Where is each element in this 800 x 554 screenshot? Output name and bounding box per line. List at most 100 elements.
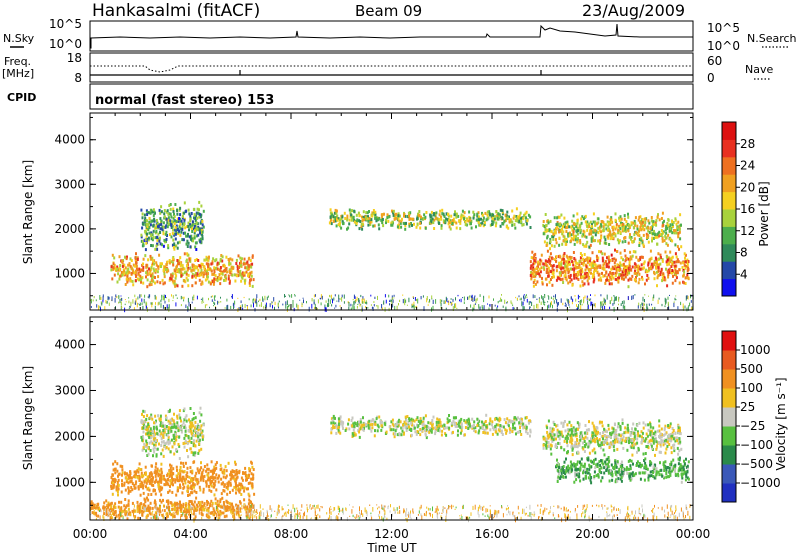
echo-cell	[189, 225, 192, 229]
echo-cell	[182, 470, 185, 474]
echo-cell	[431, 419, 434, 422]
echo-cell	[589, 229, 592, 233]
scatter-cell	[472, 307, 474, 312]
echo-cell	[573, 257, 576, 260]
scatter-cell	[128, 307, 130, 309]
echo-cell	[229, 490, 231, 494]
scatter-cell	[155, 296, 157, 300]
echo-cell	[651, 236, 654, 240]
echo-cell	[558, 236, 561, 240]
echo-cell	[179, 424, 182, 428]
scatter-cell	[148, 294, 150, 299]
echo-cell	[573, 276, 576, 280]
echo-cell	[676, 226, 679, 230]
echo-cell	[678, 225, 681, 229]
echo-cell	[201, 219, 204, 223]
echo-cell	[143, 442, 146, 446]
echo-cell	[622, 227, 625, 231]
echo-cell	[358, 227, 361, 231]
echo-cell	[677, 231, 680, 235]
scatter-cell	[325, 300, 327, 303]
echo-cell	[546, 228, 549, 232]
echo-cell	[566, 268, 569, 272]
echo-cell	[454, 423, 457, 427]
echo-cell	[499, 424, 502, 427]
echo-cell	[175, 425, 178, 429]
echo-cell	[160, 462, 163, 466]
scatter-cell	[529, 301, 531, 304]
echo-cell	[179, 427, 182, 431]
scatter-cell	[124, 303, 126, 306]
echo-cell	[332, 220, 335, 223]
echo-cell	[163, 209, 166, 212]
scatter-cell	[590, 298, 592, 300]
echo-cell	[642, 243, 645, 247]
echo-cell	[122, 259, 125, 262]
echo-cell	[190, 491, 193, 495]
scatter-cell	[571, 301, 573, 305]
echo-cell	[201, 437, 204, 441]
echo-cell	[225, 485, 228, 489]
echo-cell	[391, 209, 393, 213]
echo-cell	[635, 231, 638, 235]
echo-cell	[676, 228, 679, 232]
echo-cell	[557, 276, 559, 280]
echo-cell	[121, 465, 124, 469]
echo-cell	[207, 262, 210, 266]
echo-cell	[569, 276, 572, 280]
echo-cell	[353, 220, 356, 224]
echo-cell	[187, 253, 190, 257]
scatter-cell	[252, 299, 254, 304]
echo-cell	[620, 256, 623, 260]
scatter-cell	[577, 294, 579, 300]
echo-cell	[186, 466, 189, 470]
echo-cell	[192, 483, 195, 487]
echo-cell	[152, 447, 155, 451]
echo-cell	[684, 266, 687, 270]
echo-cell	[150, 237, 153, 241]
echo-cell	[515, 432, 517, 436]
scatter-cell	[483, 305, 485, 310]
echo-cell	[568, 262, 571, 266]
echo-cell	[110, 268, 113, 272]
echo-cell	[156, 427, 158, 431]
echo-cell	[520, 433, 523, 436]
echo-cell	[183, 218, 186, 222]
scatter-cell	[570, 296, 572, 300]
echo-cell	[189, 266, 192, 270]
echo-cell	[155, 472, 158, 476]
colorbar-swatch	[722, 156, 736, 175]
echo-cell	[359, 220, 362, 223]
echo-cell	[220, 477, 223, 481]
echo-cell	[201, 282, 204, 286]
scatter-cell	[668, 306, 670, 311]
echo-cell	[142, 243, 145, 247]
echo-cell	[514, 426, 516, 430]
echo-cell	[546, 249, 549, 253]
echo-cell	[134, 256, 137, 260]
echo-cell	[125, 472, 128, 476]
echo-cell	[510, 419, 513, 423]
echo-cell	[176, 416, 179, 420]
scatter-cell	[151, 302, 153, 305]
echo-cell	[204, 278, 207, 282]
echo-cell	[228, 268, 231, 272]
echo-cell	[148, 472, 151, 476]
scatter-cell	[288, 294, 290, 296]
echo-cell	[629, 255, 632, 259]
echo-cell	[218, 276, 221, 280]
echo-cell	[335, 224, 338, 228]
echo-cell	[170, 469, 173, 473]
echo-cell	[168, 233, 171, 237]
echo-cell	[120, 490, 123, 494]
echo-cell	[532, 275, 535, 278]
echo-cell	[400, 433, 403, 437]
echo-cell	[151, 263, 154, 267]
echo-cell	[400, 219, 403, 223]
beam-label: Beam 09	[355, 2, 422, 20]
echo-cell	[631, 274, 634, 278]
echo-cell	[666, 243, 669, 247]
echo-cell	[640, 255, 643, 259]
echo-cell	[466, 218, 469, 222]
echo-cell	[621, 222, 624, 226]
